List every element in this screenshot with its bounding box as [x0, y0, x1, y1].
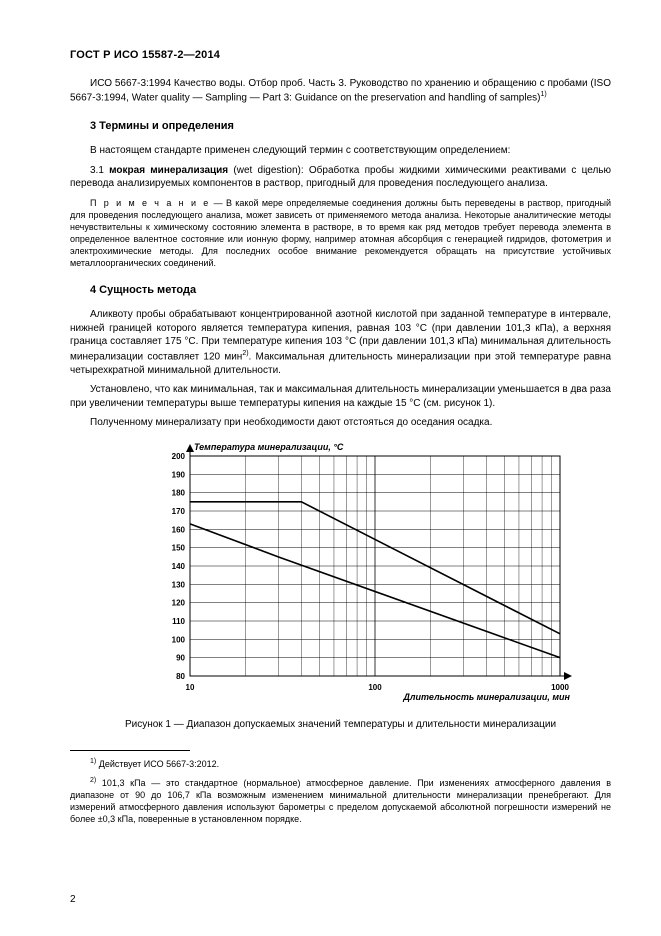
para-iso: ИСО 5667-3:1994 Качество воды. Отбор про… — [70, 77, 611, 105]
svg-text:130: 130 — [172, 580, 186, 589]
footnotes-rule — [70, 750, 190, 751]
svg-text:140: 140 — [172, 562, 186, 571]
sec3-p2: 3.1 мокрая минерализация (wet digestion)… — [70, 164, 611, 191]
svg-text:90: 90 — [176, 653, 185, 662]
footnote-2: 2) 101,3 кПа — это стандартное (нормальн… — [70, 776, 611, 826]
svg-text:190: 190 — [172, 470, 186, 479]
sec3-p2-lead: 3.1 — [90, 165, 109, 176]
page: ГОСТ Р ИСО 15587-2—2014 ИСО 5667-3:1994 … — [0, 0, 661, 936]
svg-text:1000: 1000 — [551, 683, 569, 692]
sec4-p3: Полученному минерализату при необходимос… — [70, 416, 611, 430]
sec3-p2-term: мокрая минерализация — [109, 165, 228, 176]
chart-figure: 80 90 100 110 120 130 140 150 160 170 180 190 200 10 1… — [150, 436, 611, 711]
svg-text:120: 120 — [172, 598, 186, 607]
sec4-p2: Установлено, что как минимальная, так и … — [70, 383, 611, 410]
svg-text:100: 100 — [172, 635, 186, 644]
page-number: 2 — [70, 893, 76, 907]
footnote-1: 1) Действует ИСО 5667-3:2012. — [70, 757, 611, 770]
figure-caption: Рисунок 1 — Диапазон допускаемых значени… — [70, 718, 611, 732]
svg-text:180: 180 — [172, 488, 186, 497]
para-iso-text: ИСО 5667-3:1994 Качество воды. Отбор про… — [70, 78, 611, 104]
section-4-title: 4 Сущность метода — [90, 283, 611, 298]
footnote-1-text: Действует ИСО 5667-3:2012. — [96, 759, 219, 769]
svg-text:150: 150 — [172, 543, 186, 552]
sec3-p1: В настоящем стандарте применен следующий… — [70, 144, 611, 158]
note-lead: П р и м е ч а н и е — [90, 198, 210, 208]
svg-text:100: 100 — [368, 683, 382, 692]
svg-text:Температура минерализации, °С: Температура минерализации, °С — [194, 442, 344, 452]
doc-header: ГОСТ Р ИСО 15587-2—2014 — [70, 48, 611, 63]
note: П р и м е ч а н и е — В какой мере опред… — [70, 197, 611, 270]
sec4-p1: Аликвоту пробы обрабатывают концентриров… — [70, 308, 611, 377]
svg-text:200: 200 — [172, 452, 186, 461]
chart-svg: 80 90 100 110 120 130 140 150 160 170 180 190 200 10 1… — [150, 436, 580, 706]
svg-text:110: 110 — [172, 617, 185, 626]
svg-text:170: 170 — [172, 507, 186, 516]
note-body: — В какой мере определяемые соединения д… — [70, 198, 611, 269]
svg-text:Длительность минерализации, ми: Длительность минерализации, мин — [402, 692, 570, 702]
svg-text:160: 160 — [172, 525, 186, 534]
svg-text:80: 80 — [176, 672, 185, 681]
svg-text:10: 10 — [186, 683, 195, 692]
footnotes: 1) Действует ИСО 5667-3:2012. 2) 101,3 к… — [70, 757, 611, 826]
footnote-ref-1: 1) — [540, 91, 546, 98]
section-3-title: 3 Термины и определения — [90, 119, 611, 134]
footnote-2-text: 101,3 кПа — это стандартное (нормальное)… — [70, 778, 611, 824]
